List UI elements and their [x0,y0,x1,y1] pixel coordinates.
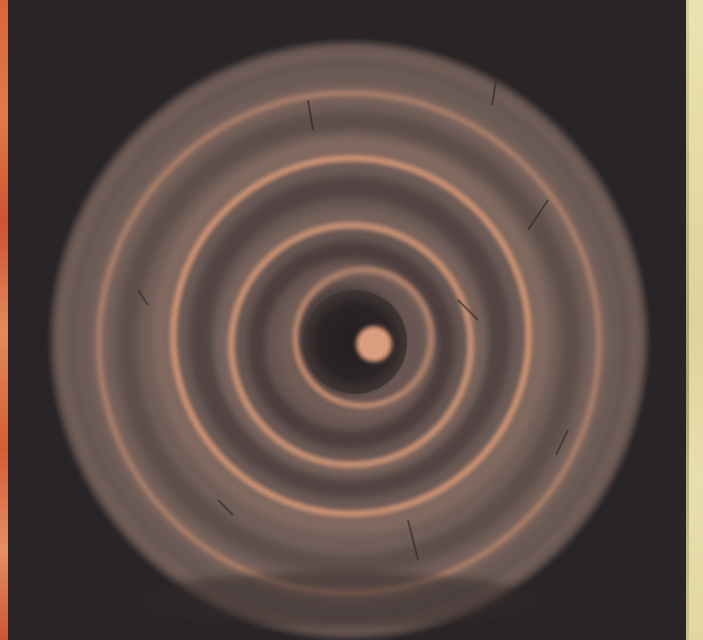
left-edge-strip [0,0,8,640]
diffraction-rings-svg [8,0,686,640]
film-grain [8,0,686,640]
diffraction-pattern [8,0,686,640]
right-edge-strip [686,0,703,640]
